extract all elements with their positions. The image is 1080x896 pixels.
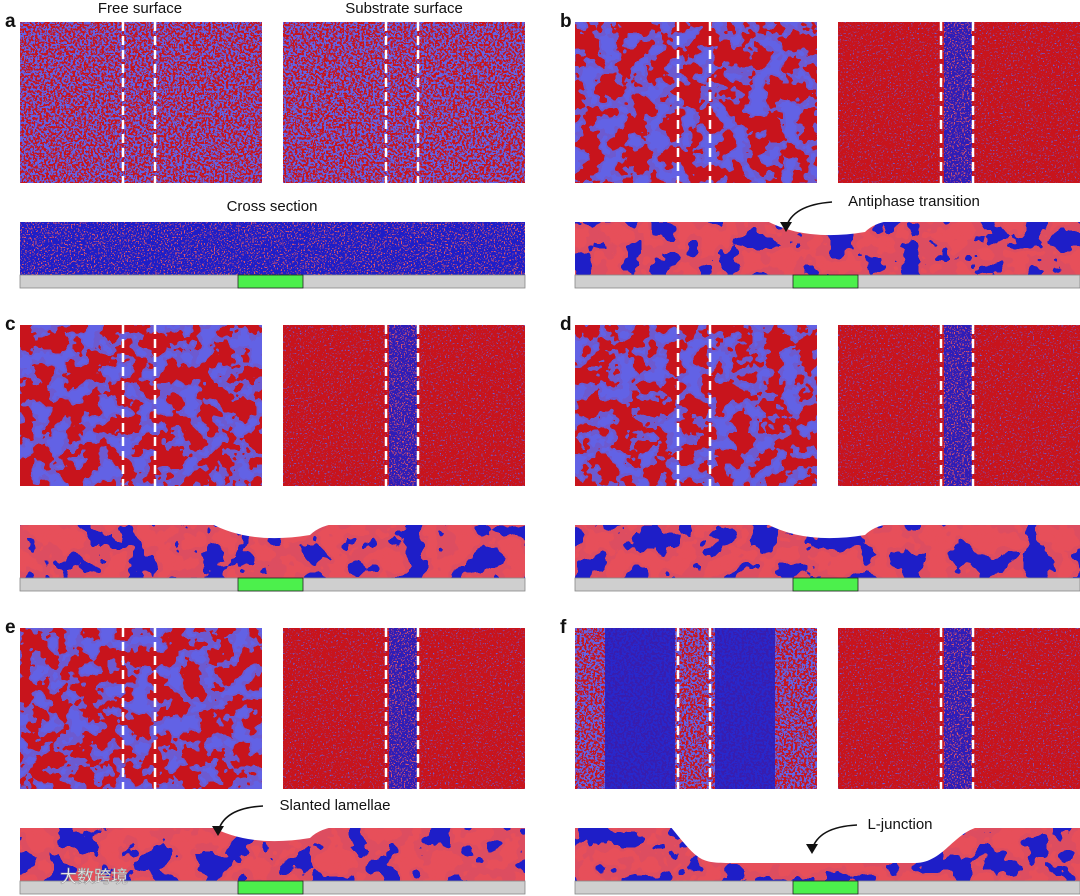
arrow-head	[780, 222, 792, 232]
texture	[20, 222, 525, 275]
panel-label: a	[5, 11, 16, 32]
texture	[20, 628, 262, 789]
dip	[765, 220, 895, 236]
pattern	[237, 577, 304, 592]
texture	[575, 325, 817, 486]
cross-section	[19, 523, 526, 592]
watermark: 大数跨境	[60, 867, 128, 886]
cross-section	[574, 826, 1080, 895]
cross-section	[574, 523, 1080, 592]
texture	[944, 22, 972, 183]
pattern	[792, 577, 859, 592]
dip	[765, 523, 895, 539]
panel: f	[560, 617, 1080, 895]
dip	[210, 523, 340, 539]
pattern	[792, 274, 859, 289]
trough	[670, 826, 985, 863]
annotation-ljunction: L-junction	[867, 816, 932, 833]
header-cross: Cross section	[227, 198, 318, 215]
texture	[283, 22, 525, 183]
annotation-slanted: Slanted lamellae	[280, 797, 391, 814]
pattern	[237, 880, 304, 895]
header-substrate: Substrate surface	[345, 0, 463, 17]
cross-section	[574, 220, 1080, 289]
domain	[715, 628, 775, 789]
panel: e	[5, 617, 526, 895]
panel-label: d	[560, 314, 572, 335]
texture	[944, 325, 972, 486]
panel-label: f	[560, 617, 567, 638]
dip	[210, 826, 340, 842]
arrow-head	[806, 844, 818, 854]
pattern	[792, 880, 859, 895]
annotation-antiphase: Antiphase transition	[848, 193, 980, 210]
panel: c	[5, 314, 526, 592]
texture	[575, 22, 817, 183]
texture	[389, 628, 417, 789]
domain	[605, 628, 675, 789]
panel-label: b	[560, 11, 572, 32]
panel: d	[560, 314, 1080, 592]
panel: a	[5, 11, 526, 289]
pattern	[237, 274, 304, 289]
header-free: Free surface	[98, 0, 182, 17]
panel: b	[560, 11, 1080, 289]
panel-label: e	[5, 617, 16, 638]
texture	[20, 22, 262, 183]
texture	[20, 325, 262, 486]
panel-label: c	[5, 314, 16, 335]
texture	[389, 325, 417, 486]
cross-section	[19, 222, 526, 289]
texture	[944, 628, 972, 789]
cross-section	[19, 826, 526, 895]
arrow-head	[212, 826, 224, 836]
